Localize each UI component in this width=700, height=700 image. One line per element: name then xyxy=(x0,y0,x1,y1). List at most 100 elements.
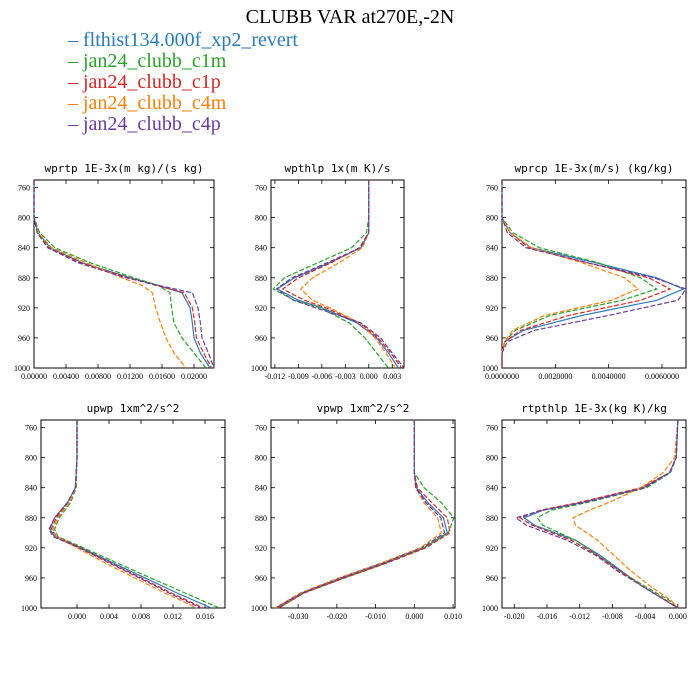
x-tick-label: -0.030 xyxy=(288,612,309,621)
panel-title: wprtp 1E-3x(m kg)/(s kg) xyxy=(45,162,204,175)
series-line-5 xyxy=(33,180,215,369)
legend-dash-5: – xyxy=(68,113,83,135)
x-tick-label: -0.009 xyxy=(288,372,309,381)
x-tick-label: -0.003 xyxy=(335,372,356,381)
x-tick-label: 0.008 xyxy=(132,612,150,621)
y-tick-label: 760 xyxy=(18,184,30,193)
series-line-1 xyxy=(522,419,679,609)
y-tick-label: 840 xyxy=(18,244,30,253)
x-tick-label: 0.0040000 xyxy=(592,372,626,381)
x-tick-label: 0.012 xyxy=(164,612,182,621)
y-tick-label: 960 xyxy=(255,574,267,583)
y-tick-label: 920 xyxy=(486,544,498,553)
x-tick-label: 0.02000 xyxy=(181,372,207,381)
series-line-4 xyxy=(274,420,443,609)
y-tick-label: 920 xyxy=(18,304,30,313)
x-tick-label: 0.00800 xyxy=(85,372,111,381)
x-tick-label: -0.016 xyxy=(537,612,558,621)
series-line-5 xyxy=(275,180,405,369)
y-tick-label: 840 xyxy=(255,484,267,493)
panel-title: vpwp 1xm^2/s^2 xyxy=(317,402,410,415)
plot-frame xyxy=(270,179,405,369)
series-line-1 xyxy=(276,420,448,609)
panel-1: wprtp 1E-3x(m kg)/(s kg) 760 800 840 880 920 9… xyxy=(14,162,215,381)
figure-title: CLUBB VAR at270E,-2N xyxy=(245,6,455,28)
y-tick-label: 920 xyxy=(486,304,498,313)
y-tick-label: 920 xyxy=(255,304,267,313)
legend-entry-4: – jan24_clubb_c4m xyxy=(68,93,298,114)
y-tick-label: 840 xyxy=(25,484,37,493)
y-tick-label: 840 xyxy=(486,244,498,253)
y-tick-label: 960 xyxy=(25,574,37,583)
y-tick-label: 1000 xyxy=(482,364,498,373)
series-line-4 xyxy=(52,420,198,609)
y-tick-label: 920 xyxy=(255,544,267,553)
plot-frame xyxy=(501,419,687,609)
series-line-2 xyxy=(278,420,455,609)
legend-dash-2: – xyxy=(68,50,83,72)
y-tick-label: 1000 xyxy=(251,604,267,613)
y-tick-label: 960 xyxy=(18,334,30,343)
y-tick-label: 800 xyxy=(18,214,30,223)
x-tick-label: 0.0000000 xyxy=(485,372,519,381)
y-tick-label: 960 xyxy=(486,574,498,583)
x-tick-label: 0.01200 xyxy=(117,372,143,381)
x-tick-label: 0.004 xyxy=(100,612,118,621)
panel-title: wprcp 1E-3x(m/s) (kg/kg) xyxy=(515,162,674,175)
y-tick-label: 800 xyxy=(255,454,267,463)
y-tick-label: 920 xyxy=(25,544,37,553)
y-tick-label: 1000 xyxy=(482,604,498,613)
series-line-1 xyxy=(501,180,685,368)
x-tick-label: 0.003 xyxy=(383,372,401,381)
x-tick-label: 0.0020000 xyxy=(538,372,572,381)
legend-entry-2: – jan24_clubb_c1m xyxy=(68,51,298,72)
y-tick-label: 840 xyxy=(486,484,498,493)
series-line-2 xyxy=(53,420,220,609)
y-tick-label: 760 xyxy=(486,424,498,433)
panel-4: upwp 1xm^2/s^2 760 800 840 880 920 960 1000 0.00… xyxy=(21,402,226,621)
x-tick-label: 0.0060000 xyxy=(645,372,679,381)
y-tick-label: 880 xyxy=(255,274,267,283)
y-tick-label: 960 xyxy=(255,334,267,343)
plot-frame xyxy=(40,419,226,609)
y-tick-label: 880 xyxy=(18,274,30,283)
x-tick-label: 0.010 xyxy=(444,612,462,621)
series-line-2 xyxy=(33,180,207,369)
legend-label-5: jan24_clubb_c4p xyxy=(83,113,221,135)
series-line-2 xyxy=(272,180,389,369)
series-line-2 xyxy=(536,419,679,609)
legend-dash-3: – xyxy=(68,71,83,93)
y-tick-label: 960 xyxy=(486,334,498,343)
legend-dash-4: – xyxy=(68,92,83,114)
legend: – flthist134.000f_xp2_revert – jan24_clu… xyxy=(68,30,298,135)
panel-title: rtpthlp 1E-3x(kg K)/kg xyxy=(521,402,667,415)
x-tick-label: 0.01600 xyxy=(149,372,175,381)
y-tick-label: 800 xyxy=(486,454,498,463)
x-tick-label: -0.008 xyxy=(602,612,623,621)
x-tick-label: 0.016 xyxy=(196,612,214,621)
y-tick-label: 1000 xyxy=(14,364,30,373)
y-tick-label: 880 xyxy=(25,514,37,523)
legend-entry-3: – jan24_clubb_c1p xyxy=(68,72,298,93)
y-tick-label: 880 xyxy=(486,514,498,523)
legend-label-4: jan24_clubb_c4m xyxy=(83,92,227,114)
panel-title: wpthlp 1x(m K)/s xyxy=(285,162,391,175)
y-tick-label: 760 xyxy=(486,184,498,193)
series-line-1 xyxy=(49,420,212,609)
x-tick-label: 0.00000 xyxy=(21,372,47,381)
y-tick-label: 760 xyxy=(255,184,267,193)
panel-title: upwp 1xm^2/s^2 xyxy=(87,402,180,415)
y-tick-label: 800 xyxy=(255,214,267,223)
legend-entry-1: – flthist134.000f_xp2_revert xyxy=(68,30,298,51)
series-line-4 xyxy=(33,180,187,369)
series-line-3 xyxy=(501,180,672,368)
y-tick-label: 760 xyxy=(255,424,267,433)
series-line-5 xyxy=(275,420,446,609)
x-tick-label: -0.012 xyxy=(265,372,286,381)
series-line-4 xyxy=(572,419,679,609)
x-tick-label: 0.000 xyxy=(669,612,687,621)
x-tick-label: -0.020 xyxy=(504,612,525,621)
series-line-5 xyxy=(514,419,679,609)
series-line-3 xyxy=(518,419,679,609)
